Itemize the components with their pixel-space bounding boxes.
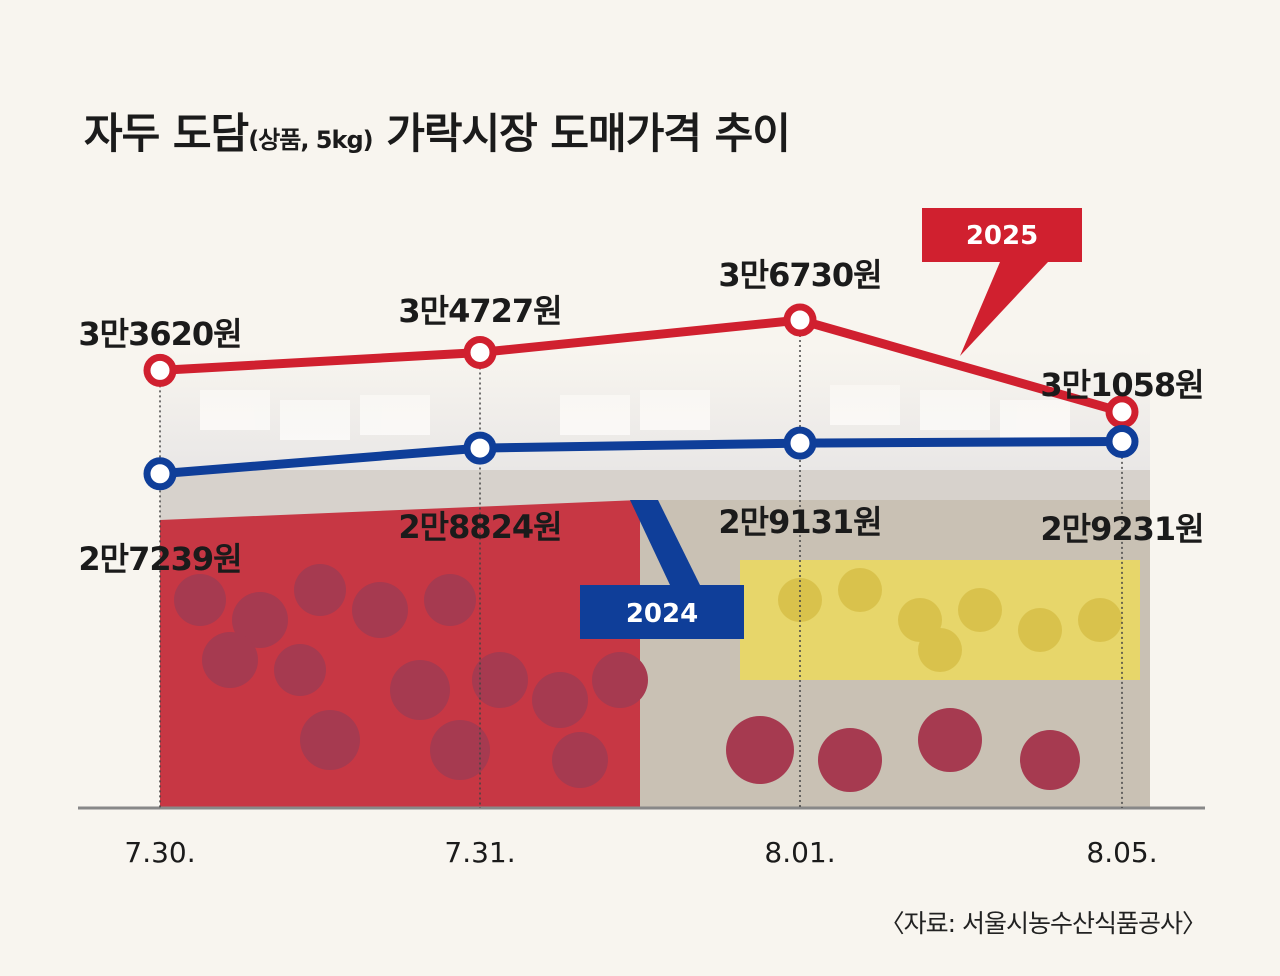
value-label-2025-4: 3만1058원 bbox=[1040, 366, 1203, 404]
chart-title: 자두 도담(상품, 5kg) 가락시장 도매가격 추이 bbox=[84, 100, 791, 161]
x-tick-label: 7.31. bbox=[444, 836, 515, 869]
point-2024-2 bbox=[463, 431, 497, 465]
chart-title-rest: 가락시장 도매가격 추이 bbox=[372, 109, 791, 158]
series-line-2025 bbox=[159, 315, 1124, 417]
legend-pointer-2024 bbox=[630, 500, 700, 585]
point-2025-4 bbox=[1105, 395, 1139, 429]
point-2024-4 bbox=[1105, 425, 1139, 458]
point-2024-3 bbox=[783, 426, 817, 460]
legend-box-2025 bbox=[922, 208, 1082, 262]
series-line-2024 bbox=[159, 437, 1123, 479]
value-label-2024-4: 2만9231원 bbox=[1040, 510, 1203, 548]
chart-title-paren: (상품, 5kg) bbox=[248, 126, 373, 154]
value-label-2025-1: 3만3620원 bbox=[78, 315, 241, 353]
source-note: 〈자료: 서울시농수산식품공사〉 bbox=[879, 909, 1207, 938]
legend-label-2025: 2025 bbox=[966, 221, 1038, 251]
x-tick-label: 8.01. bbox=[764, 836, 835, 869]
point-2024-1 bbox=[143, 457, 177, 491]
point-2025-2 bbox=[463, 335, 497, 369]
value-label-2024-3: 2만9131원 bbox=[718, 503, 881, 541]
plum-crates-photo bbox=[160, 350, 1150, 808]
value-label-2024-1: 2만7239원 bbox=[78, 540, 241, 578]
x-tick-label: 8.05. bbox=[1086, 836, 1157, 869]
point-2025-1 bbox=[143, 353, 177, 387]
legend-label-2024: 2024 bbox=[626, 599, 698, 629]
x-tick-label: 7.30. bbox=[124, 836, 195, 869]
legend-box-2024 bbox=[580, 585, 744, 639]
legend-pointer-2025 bbox=[960, 262, 1048, 356]
value-label-2025-3: 3만6730원 bbox=[718, 256, 881, 294]
point-2025-3 bbox=[783, 303, 817, 337]
chart-title-main: 자두 도담 bbox=[84, 109, 249, 158]
value-label-2024-2: 2만8824원 bbox=[398, 508, 561, 546]
value-label-2025-2: 3만4727원 bbox=[398, 292, 561, 330]
